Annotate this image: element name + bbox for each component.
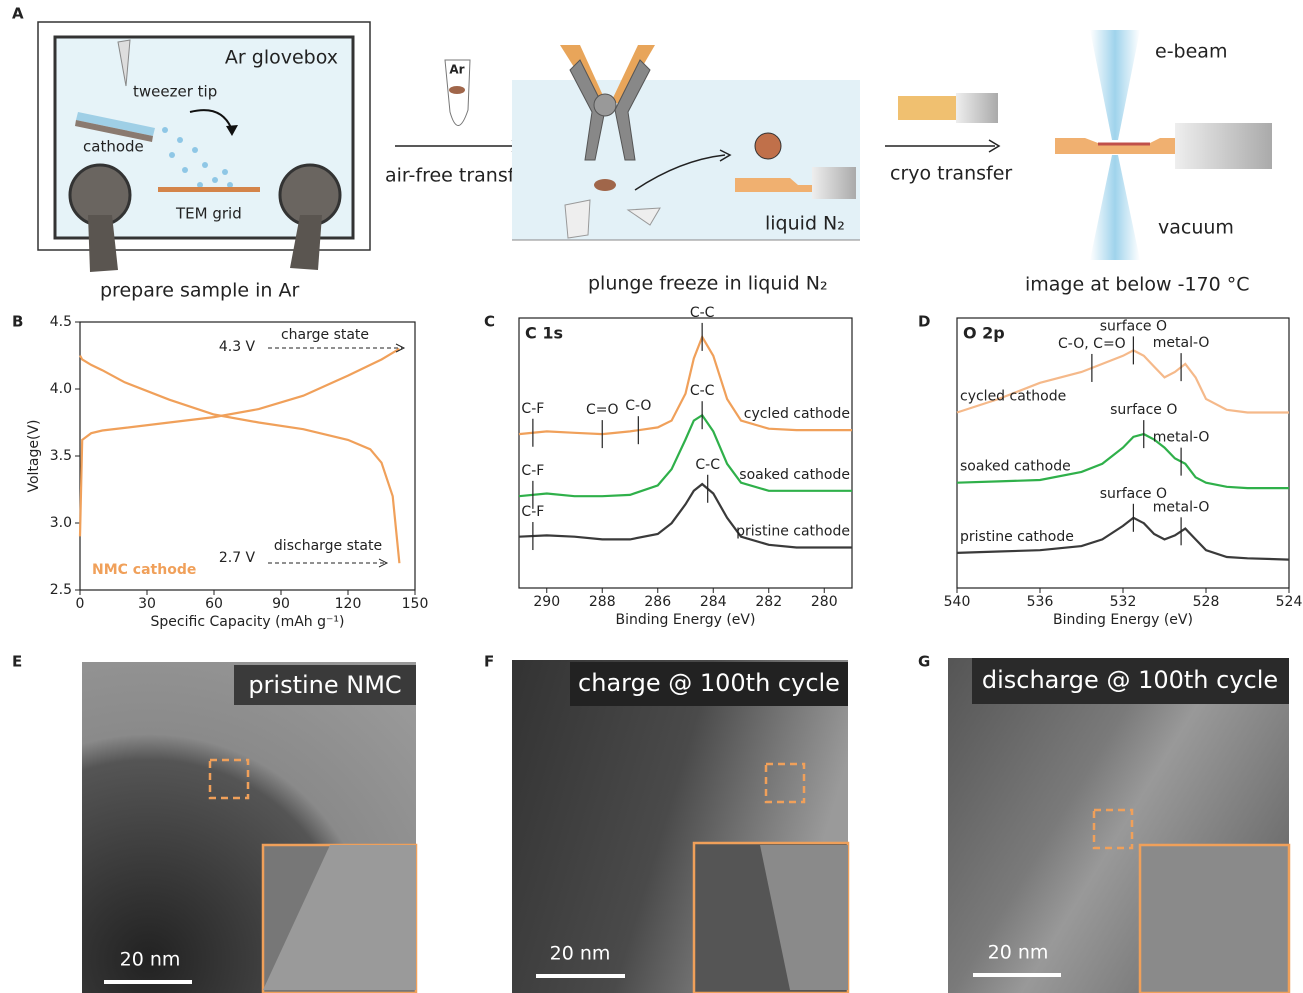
y-tick-label: 3.5 bbox=[50, 448, 72, 464]
plot-frame bbox=[957, 318, 1289, 588]
peak-label: C-C bbox=[695, 457, 720, 473]
figure: A Ar glovebox tweezer tip cathode TEM gr… bbox=[0, 0, 1303, 993]
label: TEM grid bbox=[175, 205, 242, 223]
scale-label: 20 nm bbox=[120, 949, 181, 971]
image-label: charge @ 100th cycle bbox=[578, 669, 840, 697]
series-label: cycled cathode bbox=[960, 389, 1066, 405]
sample bbox=[449, 86, 465, 94]
x-tick-label: 30 bbox=[138, 596, 156, 612]
series-line bbox=[80, 349, 399, 537]
image-label: discharge @ 100th cycle bbox=[982, 666, 1278, 694]
sample bbox=[594, 179, 616, 191]
peak-label: C-F bbox=[521, 504, 544, 520]
annotation: charge state bbox=[281, 327, 369, 343]
peak-label: metal-O bbox=[1153, 335, 1210, 351]
label: e-beam bbox=[1155, 41, 1227, 63]
caption: image at below -170 °C bbox=[1025, 274, 1250, 296]
label: Ar glovebox bbox=[225, 47, 338, 69]
peak-label: C-O, C=O bbox=[1058, 336, 1126, 352]
x-axis-label: Binding Energy (eV) bbox=[1053, 612, 1193, 628]
series-label: pristine cathode bbox=[960, 529, 1074, 545]
holder-tip bbox=[1055, 138, 1175, 154]
panel-letter: G bbox=[918, 653, 930, 671]
x-tick-label: 120 bbox=[335, 596, 362, 612]
e-beam bbox=[1090, 155, 1140, 260]
x-tick-label: 280 bbox=[811, 594, 838, 610]
image-label: pristine NMC bbox=[248, 671, 401, 699]
panel-letter: B bbox=[12, 313, 23, 331]
annotation: 4.3 V bbox=[219, 339, 256, 355]
panel-letter: A bbox=[12, 5, 24, 23]
x-tick-label: 532 bbox=[1110, 594, 1137, 610]
annotation: NMC cathode bbox=[92, 562, 196, 578]
x-tick-label: 286 bbox=[644, 594, 671, 610]
vial-label: Ar bbox=[449, 63, 464, 77]
label: tweezer tip bbox=[133, 83, 217, 101]
annotation: 2.7 V bbox=[219, 550, 256, 566]
label: cathode bbox=[83, 138, 144, 156]
panel-letter: E bbox=[12, 653, 22, 671]
label: air-free transfer bbox=[385, 165, 534, 187]
x-tick-label: 528 bbox=[1193, 594, 1220, 610]
panel-letter: C bbox=[484, 313, 495, 331]
caption: plunge freeze in liquid N₂ bbox=[588, 273, 828, 295]
peak-label: C-C bbox=[690, 383, 715, 399]
x-tick-label: 524 bbox=[1276, 594, 1303, 610]
y-tick-label: 2.5 bbox=[50, 582, 72, 598]
label: vacuum bbox=[1158, 217, 1234, 239]
holder bbox=[812, 167, 856, 199]
y-axis-label: Voltage(V) bbox=[26, 419, 42, 492]
panel-title: O 2p bbox=[963, 324, 1005, 343]
series-label: soaked cathode bbox=[960, 459, 1071, 475]
series-line bbox=[80, 356, 399, 564]
x-tick-label: 150 bbox=[402, 596, 429, 612]
label: liquid N₂ bbox=[765, 213, 845, 235]
scale-label: 20 nm bbox=[550, 943, 611, 965]
scale-label: 20 nm bbox=[988, 942, 1049, 964]
y-tick-label: 4.5 bbox=[50, 314, 72, 330]
peak-label: surface O bbox=[1100, 318, 1167, 334]
peak-label: metal-O bbox=[1153, 499, 1210, 515]
x-tick-label: 536 bbox=[1027, 594, 1054, 610]
tem-grid bbox=[158, 187, 260, 192]
holder bbox=[1175, 123, 1272, 169]
x-tick-label: 90 bbox=[272, 596, 290, 612]
x-tick-label: 284 bbox=[700, 594, 727, 610]
peak-label: C-F bbox=[521, 463, 544, 479]
x-tick-label: 540 bbox=[944, 594, 971, 610]
holder-tip bbox=[898, 96, 956, 120]
peak-label: C-F bbox=[521, 401, 544, 417]
panel-letter: D bbox=[918, 313, 930, 331]
y-tick-label: 4.0 bbox=[50, 381, 72, 397]
series-label: pristine cathode bbox=[736, 524, 850, 540]
annotation: discharge state bbox=[274, 538, 382, 554]
series-label: soaked cathode bbox=[739, 467, 850, 483]
peak-label: surface O bbox=[1110, 402, 1177, 418]
label: cryo transfer bbox=[890, 163, 1012, 185]
caption: prepare sample in Ar bbox=[100, 280, 299, 302]
y-tick-label: 3.0 bbox=[50, 515, 72, 531]
holder bbox=[956, 93, 998, 123]
x-tick-label: 60 bbox=[205, 596, 223, 612]
series-label: cycled cathode bbox=[744, 406, 850, 422]
inset bbox=[1140, 845, 1289, 993]
vial-open bbox=[565, 200, 590, 238]
x-axis-label: Specific Capacity (mAh g⁻¹) bbox=[151, 614, 345, 630]
x-tick-label: 288 bbox=[589, 594, 616, 610]
pivot bbox=[594, 94, 616, 116]
e-beam bbox=[1090, 30, 1140, 140]
peak-label: C-C bbox=[690, 305, 715, 321]
peak-label: metal-O bbox=[1153, 430, 1210, 446]
series-line bbox=[519, 415, 852, 496]
x-axis-label: Binding Energy (eV) bbox=[616, 612, 756, 628]
grid bbox=[755, 133, 781, 159]
x-tick-label: 290 bbox=[533, 594, 560, 610]
x-tick-label: 0 bbox=[76, 596, 85, 612]
peak-label: C=O bbox=[586, 402, 619, 418]
x-tick-label: 282 bbox=[755, 594, 782, 610]
panel-title: C 1s bbox=[525, 324, 563, 343]
peak-label: C-O bbox=[625, 398, 651, 414]
panel-letter: F bbox=[484, 653, 494, 671]
